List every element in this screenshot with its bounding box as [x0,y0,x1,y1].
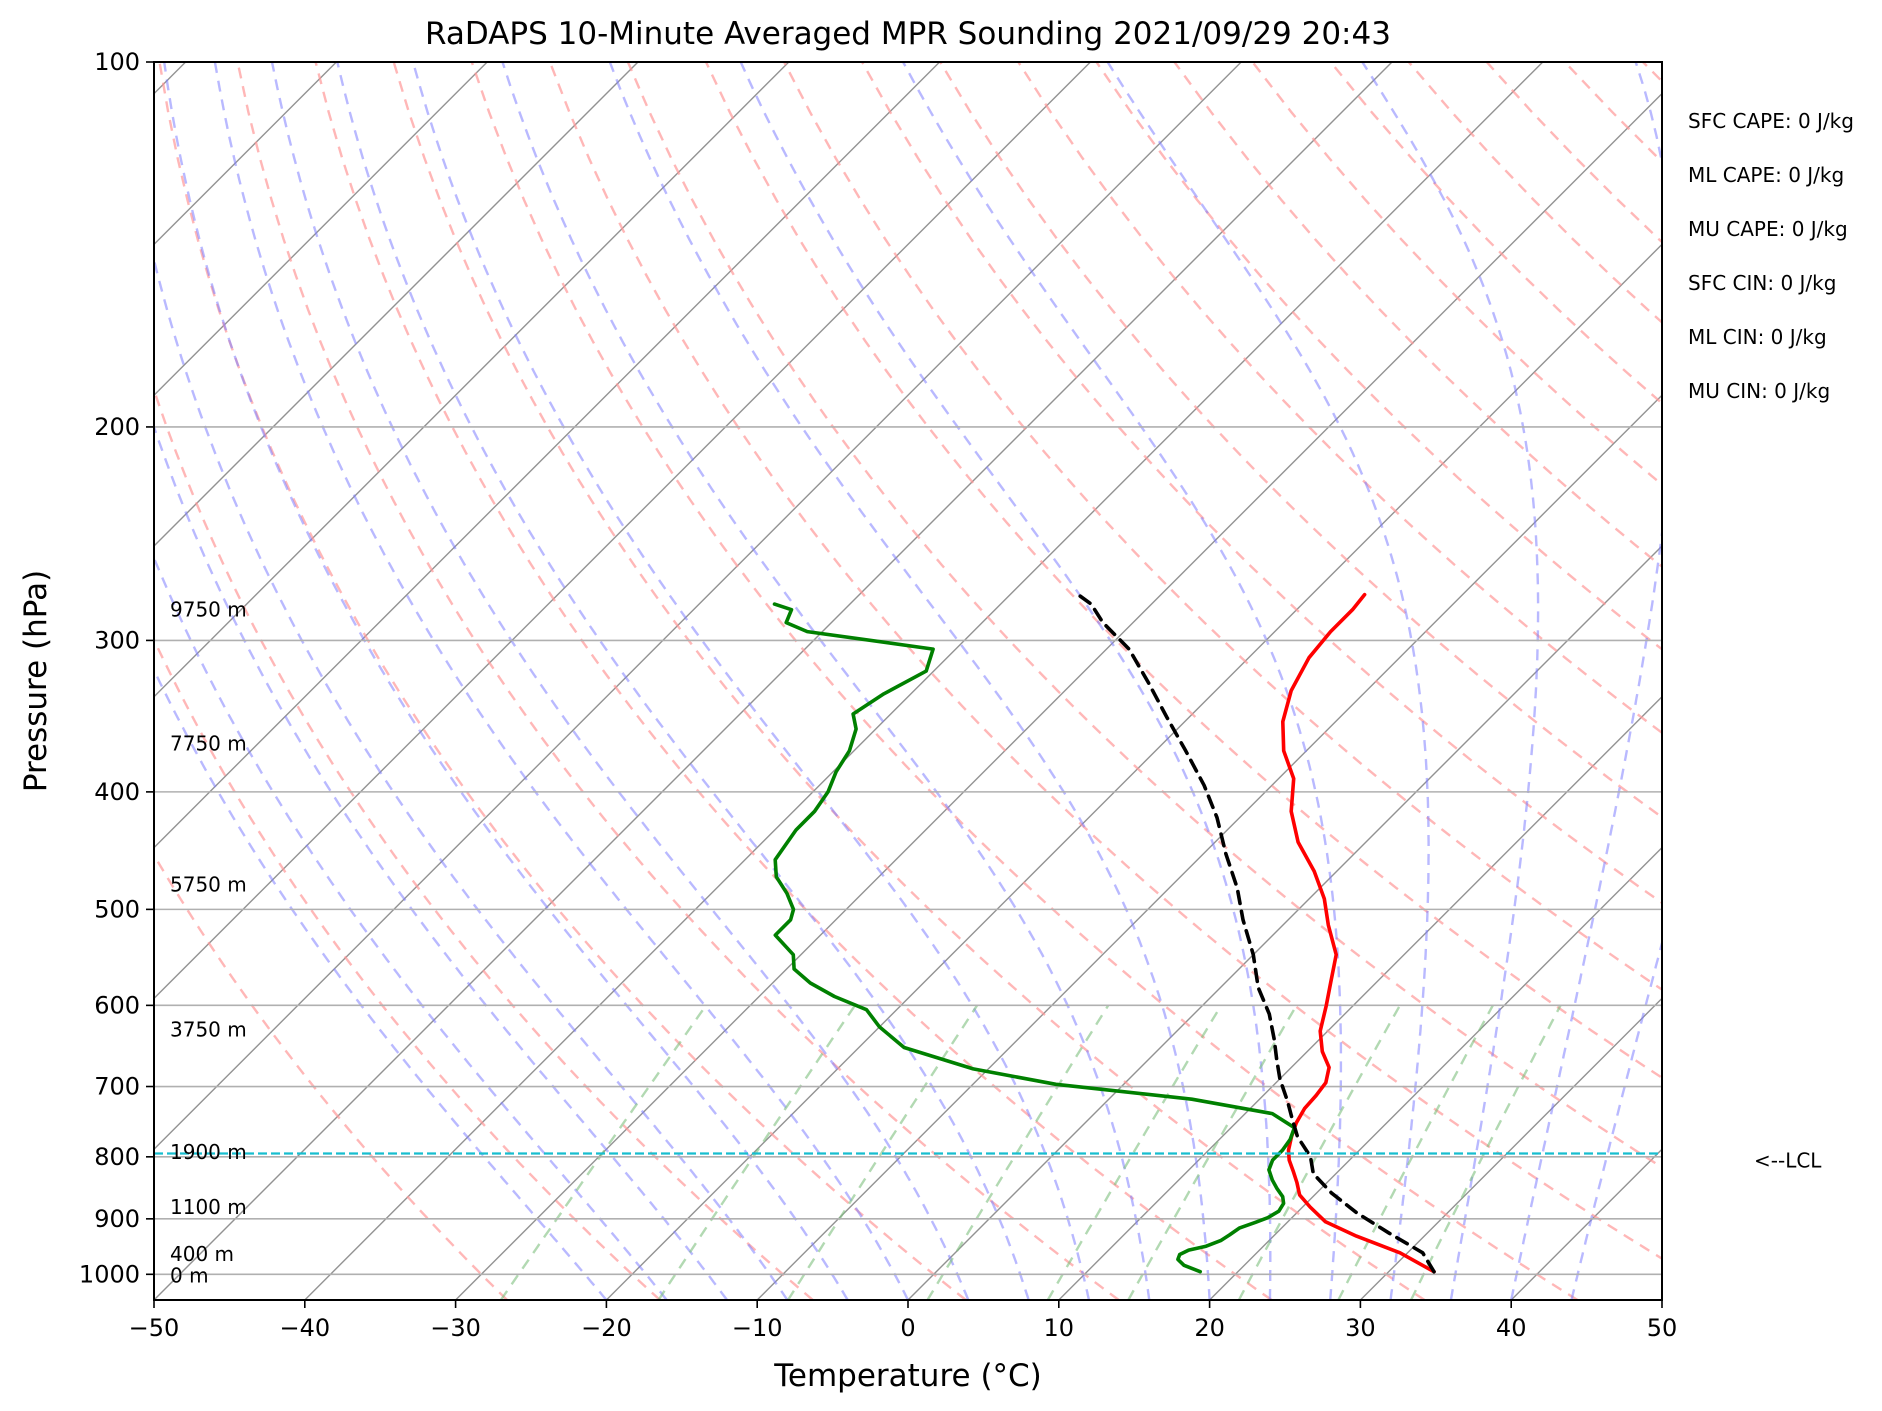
dry-adiabat-line [940,62,1882,1300]
isotherm-line [1059,62,1882,1300]
y-tick-label: 100 [94,48,140,76]
x-tick-label: −30 [430,1314,481,1342]
dry-adiabat-line [1096,62,1882,1300]
index-text: SFC CAPE: 0 J/kg [1688,109,1854,133]
isotherm-line [1360,62,1882,1300]
isotherm-line [0,62,638,1300]
height-label: 400 m [170,1242,234,1266]
moist-adiabat-line [37,62,667,1300]
x-axis-label: Temperature (°C) [773,1358,1042,1394]
dry-adiabat-line [3,62,660,1300]
isotherm-line [1511,62,1882,1300]
height-label: 1100 m [170,1195,247,1219]
x-axis-ticks: −50 −40 −30 −20 −10 0 10 20 30 40 50 [129,1300,1678,1342]
x-tick-label: −10 [732,1314,783,1342]
dry-adiabat-line [1721,62,1882,1300]
dry-adiabat-line [784,62,1882,1300]
x-tick-label: 10 [1044,1314,1075,1342]
y-tick-label: 200 [94,413,140,441]
y-tick-label: 600 [94,991,140,1019]
dry-adiabat-line [1331,62,1882,1300]
index-text: SFC CIN: 0 J/kg [1688,271,1836,295]
height-label: 0 m [170,1263,209,1287]
moist-adiabat-line [272,62,968,1300]
height-label: 9750 m [170,598,247,622]
height-label: 7750 m [170,732,247,756]
dry-adiabat-line [472,62,1578,1300]
index-text: ML CIN: 0 J/kg [1688,325,1827,349]
moist-adiabat-line [164,62,848,1300]
lcl-label: <--LCL [1754,1149,1822,1173]
y-tick-label: 400 [94,778,140,806]
chart-title: RaDAPS 10-Minute Averaged MPR Sounding 2… [425,16,1391,52]
isotherm-line [757,62,1882,1300]
index-text: ML CAPE: 0 J/kg [1688,163,1844,187]
isotherm-line [3,62,1241,1300]
temperature-line [1283,595,1434,1272]
dry-adiabat-line [1174,62,1882,1300]
dry-adiabat-line [160,62,966,1300]
isotherm-line [0,62,789,1300]
dry-adiabat-line [628,62,1882,1300]
y-axis-label: Pressure (hPa) [18,570,54,792]
isotherm-line [154,62,1392,1300]
isotherm-line [0,62,487,1300]
background-lines [0,62,1882,1300]
isotherm-line [305,62,1543,1300]
dry-adiabat-line [550,62,1731,1300]
moist-adiabat-line [1572,62,1853,1300]
x-tick-label: 30 [1345,1314,1376,1342]
index-text: MU CIN: 0 J/kg [1688,379,1830,403]
y-tick-label: 1000 [79,1260,140,1288]
x-tick-label: 20 [1194,1314,1225,1342]
moist-adiabat-line [503,62,1150,1300]
isotherm-line [1662,62,1882,1300]
lcl-marker: <--LCL [154,1149,1822,1173]
y-tick-label: 900 [94,1205,140,1233]
x-tick-label: −40 [279,1314,330,1342]
dry-adiabat-line [1643,62,1882,1300]
isotherm-line [0,62,940,1300]
y-tick-label: 500 [94,895,140,923]
index-text: MU CAPE: 0 J/kg [1688,217,1848,241]
moist-adiabat-line [337,62,1028,1300]
height-label: 5750 m [170,873,247,897]
height-label: 1900 m [170,1140,247,1164]
isotherm-line [1813,62,1882,1300]
dry-adiabat-line [862,62,1882,1300]
dry-adiabat-line [1253,62,1882,1300]
moist-adiabat-line [0,62,606,1300]
dry-adiabat-line [706,62,1882,1300]
dry-adiabat-line [0,62,507,1300]
moist-adiabat-line [741,62,1271,1300]
x-tick-label: −20 [581,1314,632,1342]
isotherm-line [456,62,1694,1300]
y-tick-label: 800 [94,1143,140,1171]
moist-adiabat-line [1362,62,1538,1300]
dry-adiabat-line [1409,62,1882,1300]
x-tick-label: 50 [1647,1314,1678,1342]
y-tick-label: 700 [94,1073,140,1101]
isotherm-line [0,62,1090,1300]
x-tick-label: −50 [129,1314,180,1342]
stability-indices: SFC CAPE: 0 J/kg ML CAPE: 0 J/kg MU CAPE: … [1688,109,1854,403]
height-label: 3750 m [170,1017,247,1041]
x-tick-label: 40 [1496,1314,1527,1342]
y-axis-ticks: 100 200 300 400 500 600 700 800 900 1000 [79,48,154,1288]
dry-adiabat-line [81,62,813,1300]
dewpoint-line [775,604,1295,1272]
y-tick-label: 300 [94,626,140,654]
dry-adiabat-line [1565,62,1882,1300]
x-tick-label: 0 [900,1314,915,1342]
